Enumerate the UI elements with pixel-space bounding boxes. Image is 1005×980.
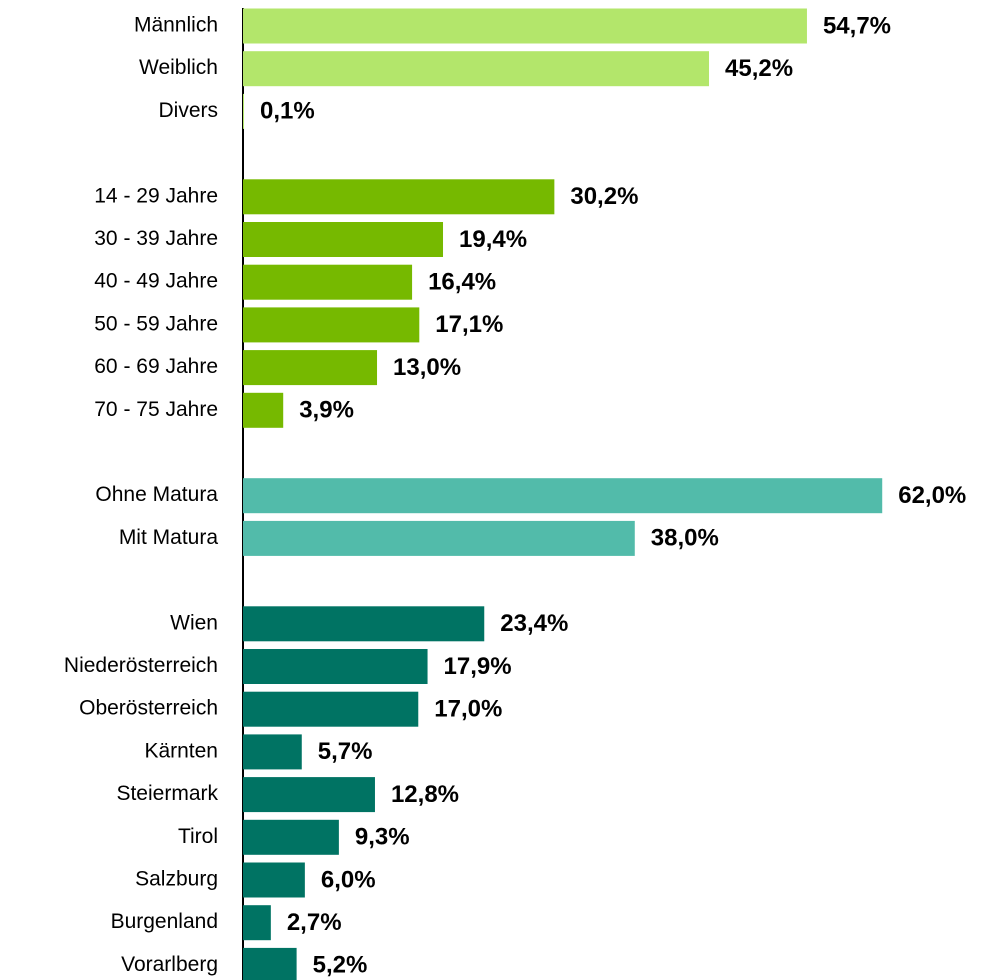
category-label: 60 - 69 Jahre bbox=[94, 355, 218, 378]
value-label: 54,7% bbox=[823, 12, 891, 39]
bar bbox=[243, 307, 420, 343]
category-label: Ohne Matura bbox=[95, 483, 218, 506]
bar bbox=[243, 520, 635, 556]
category-label: 30 - 39 Jahre bbox=[94, 227, 218, 250]
value-label: 17,1% bbox=[435, 311, 503, 338]
bar bbox=[243, 93, 245, 129]
category-label: Tirol bbox=[178, 825, 218, 848]
category-label: Salzburg bbox=[135, 868, 218, 891]
bar bbox=[243, 649, 428, 684]
bar bbox=[243, 222, 444, 257]
category-label: Niederösterreich bbox=[64, 654, 218, 677]
bar bbox=[243, 478, 883, 514]
bar bbox=[243, 179, 555, 215]
value-label: 30,2% bbox=[570, 183, 638, 210]
bar bbox=[243, 777, 375, 813]
bar bbox=[243, 947, 297, 980]
value-label: 13,0% bbox=[393, 354, 461, 381]
value-label: 3,9% bbox=[299, 397, 354, 424]
bar bbox=[243, 905, 271, 941]
category-label: Burgenland bbox=[111, 910, 218, 933]
bar bbox=[243, 264, 413, 300]
bar bbox=[243, 862, 305, 898]
category-label: Steiermark bbox=[116, 782, 218, 805]
category-label: 70 - 75 Jahre bbox=[94, 398, 218, 421]
bar bbox=[243, 51, 710, 87]
category-label: Weiblich bbox=[139, 56, 218, 79]
category-label: 50 - 59 Jahre bbox=[94, 312, 218, 335]
category-label: 14 - 29 Jahre bbox=[94, 184, 218, 207]
bar bbox=[243, 734, 302, 770]
category-label: Divers bbox=[158, 99, 218, 122]
value-label: 38,0% bbox=[651, 525, 719, 552]
value-label: 5,2% bbox=[313, 952, 368, 979]
bar bbox=[243, 8, 807, 44]
category-label: Mit Matura bbox=[119, 526, 219, 549]
bar bbox=[243, 819, 339, 855]
value-label: 23,4% bbox=[500, 610, 568, 637]
category-label: Oberösterreich bbox=[79, 697, 218, 720]
value-label: 0,1% bbox=[260, 98, 315, 125]
category-label: 40 - 49 Jahre bbox=[94, 270, 218, 293]
value-label: 17,0% bbox=[434, 696, 502, 723]
category-label: Vorarlberg bbox=[121, 953, 218, 976]
value-label: 12,8% bbox=[391, 781, 459, 808]
bar bbox=[243, 606, 485, 642]
value-label: 16,4% bbox=[428, 269, 496, 296]
value-label: 17,9% bbox=[444, 653, 512, 680]
category-label: Wien bbox=[170, 611, 218, 634]
value-label: 2,7% bbox=[287, 909, 342, 936]
category-label: Männlich bbox=[134, 14, 218, 37]
bar bbox=[243, 350, 378, 386]
category-label: Kärnten bbox=[144, 739, 218, 762]
bar bbox=[243, 392, 284, 428]
value-label: 19,4% bbox=[459, 226, 527, 253]
value-label: 9,3% bbox=[355, 824, 410, 851]
bar bbox=[243, 691, 419, 727]
value-label: 5,7% bbox=[318, 738, 373, 765]
value-label: 6,0% bbox=[321, 866, 376, 893]
value-label: 62,0% bbox=[898, 482, 966, 509]
value-label: 45,2% bbox=[725, 55, 793, 82]
